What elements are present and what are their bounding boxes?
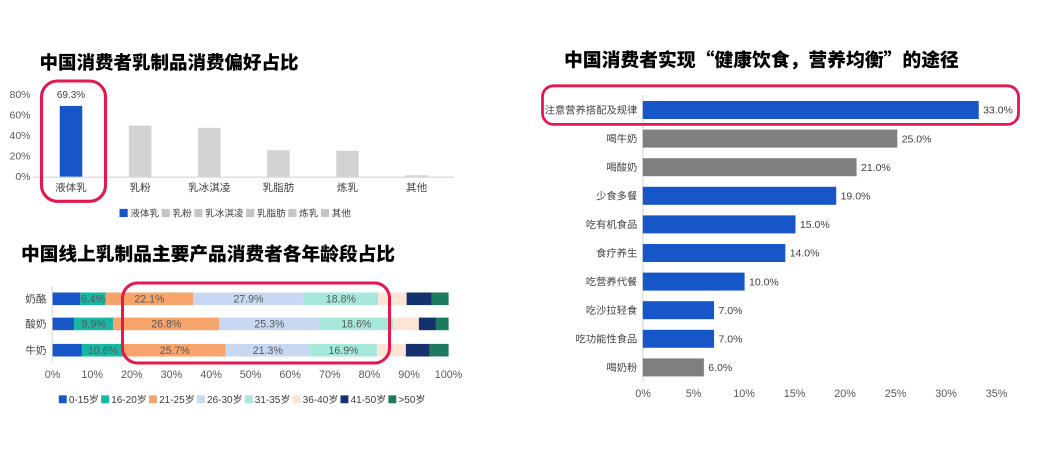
svg-text:40%: 40% (9, 130, 30, 142)
svg-text:0%: 0% (15, 171, 30, 183)
svg-text:80%: 80% (9, 89, 30, 101)
svg-text:69.3%: 69.3% (57, 90, 85, 101)
svg-text:22.1%: 22.1% (134, 294, 165, 306)
svg-text:36-40: 36-40 (303, 395, 329, 406)
svg-text:25.0%: 25.0% (902, 133, 932, 145)
svg-text:5%: 5% (686, 388, 702, 400)
svg-text:7.0%: 7.0% (719, 334, 743, 346)
svg-text:25.7%: 25.7% (160, 345, 191, 357)
svg-text:9.9%: 9.9% (82, 319, 107, 331)
svg-text:18.6%: 18.6% (341, 319, 372, 331)
svg-text:15%: 15% (784, 388, 806, 400)
svg-text:33.0%: 33.0% (983, 105, 1013, 117)
svg-text:25%: 25% (885, 388, 907, 400)
svg-text:16-20: 16-20 (111, 395, 137, 406)
svg-text:6.0%: 6.0% (708, 362, 732, 374)
svg-text:25.3%: 25.3% (254, 319, 285, 331)
svg-text:50%: 50% (240, 369, 262, 381)
svg-text:20%: 20% (121, 369, 143, 381)
svg-text:19.0%: 19.0% (841, 191, 871, 203)
svg-text:21-25: 21-25 (159, 395, 185, 406)
svg-text:16.9%: 16.9% (328, 345, 359, 357)
svg-text:>50: >50 (399, 395, 416, 406)
svg-text:31-35: 31-35 (255, 395, 281, 406)
svg-text:0%: 0% (45, 369, 61, 381)
svg-text:60%: 60% (279, 369, 301, 381)
svg-text:26-30: 26-30 (207, 395, 233, 406)
svg-text:10%: 10% (733, 388, 755, 400)
svg-text:41-50: 41-50 (351, 395, 377, 406)
svg-text:21.0%: 21.0% (861, 162, 891, 174)
svg-text:20%: 20% (9, 150, 30, 162)
svg-text:100%: 100% (435, 369, 463, 381)
svg-text:27.9%: 27.9% (233, 294, 264, 306)
svg-text:10.6%: 10.6% (88, 345, 119, 357)
svg-text:35%: 35% (986, 388, 1008, 400)
svg-text:26.8%: 26.8% (151, 319, 182, 331)
svg-text:10.0%: 10.0% (749, 276, 779, 288)
svg-text:30%: 30% (161, 369, 183, 381)
svg-text:0%: 0% (635, 388, 651, 400)
svg-text:18.8%: 18.8% (326, 294, 357, 306)
svg-text:7.0%: 7.0% (719, 305, 743, 317)
svg-text:90%: 90% (398, 369, 420, 381)
svg-text:0-15: 0-15 (69, 395, 89, 406)
svg-text:70%: 70% (319, 369, 341, 381)
svg-text:6.4%: 6.4% (81, 294, 106, 306)
svg-text:60%: 60% (9, 110, 30, 122)
svg-text:10%: 10% (81, 369, 103, 381)
svg-text:20%: 20% (834, 388, 856, 400)
svg-text:30%: 30% (935, 388, 957, 400)
svg-text:40%: 40% (200, 369, 222, 381)
svg-text:14.0%: 14.0% (790, 248, 820, 260)
svg-text:21.3%: 21.3% (253, 345, 284, 357)
svg-text:15.0%: 15.0% (800, 219, 830, 231)
svg-text:80%: 80% (359, 369, 381, 381)
